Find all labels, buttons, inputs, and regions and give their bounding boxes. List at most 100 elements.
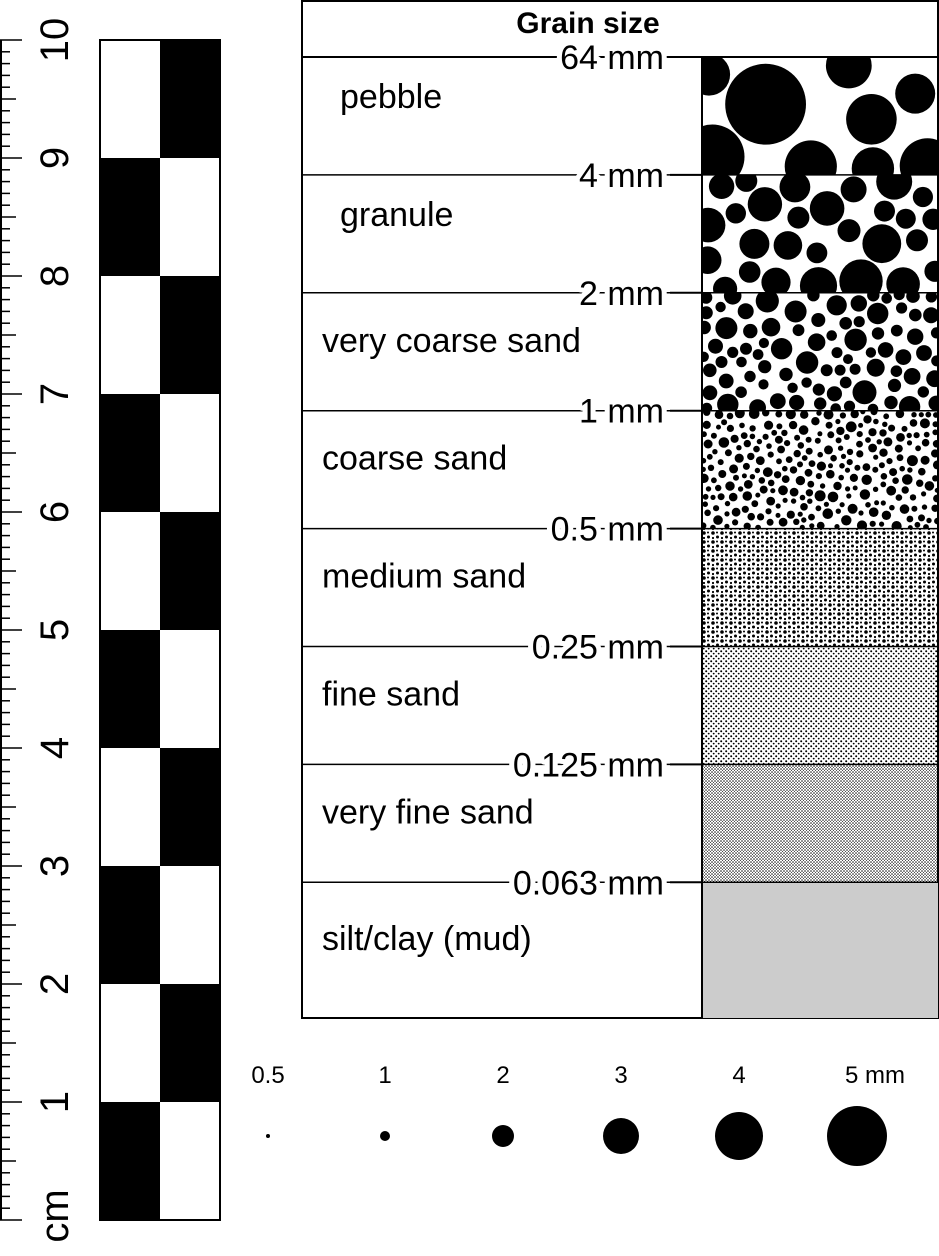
grain bbox=[906, 515, 914, 523]
grain bbox=[827, 491, 839, 503]
grain bbox=[933, 494, 939, 503]
grain bbox=[931, 449, 939, 458]
grain bbox=[703, 439, 713, 449]
checker bbox=[100, 866, 160, 984]
grain bbox=[840, 176, 867, 203]
grain bbox=[858, 510, 864, 516]
grain bbox=[702, 431, 707, 438]
checker bbox=[100, 40, 160, 158]
scale-dot bbox=[492, 1125, 514, 1147]
scale-label: 2 bbox=[496, 1062, 509, 1089]
grain bbox=[749, 425, 756, 432]
class-name: medium sand bbox=[322, 558, 526, 596]
checker bbox=[160, 630, 220, 748]
grain bbox=[736, 445, 742, 451]
grain bbox=[827, 431, 835, 439]
grain bbox=[873, 418, 879, 425]
ruler-label: 10 bbox=[33, 18, 77, 63]
checker bbox=[160, 158, 220, 276]
scale-dot bbox=[266, 1134, 270, 1138]
ruler-border bbox=[99, 39, 221, 1221]
ruler-label: 6 bbox=[33, 501, 77, 523]
grain bbox=[872, 486, 879, 492]
grain bbox=[805, 447, 813, 455]
grain bbox=[923, 307, 939, 324]
scale-label: 5 mm bbox=[845, 1062, 905, 1089]
grain bbox=[846, 459, 853, 466]
grain bbox=[794, 434, 801, 441]
grain bbox=[741, 473, 747, 479]
grain bbox=[876, 174, 913, 200]
grain bbox=[781, 475, 790, 483]
grain bbox=[931, 504, 939, 512]
grain bbox=[909, 494, 917, 501]
grain bbox=[830, 403, 841, 411]
grain bbox=[776, 458, 782, 465]
grain bbox=[797, 442, 805, 449]
grain bbox=[856, 440, 863, 448]
grain bbox=[782, 497, 788, 503]
grain bbox=[702, 522, 707, 529]
grain bbox=[749, 433, 756, 440]
class-name: very fine sand bbox=[322, 793, 534, 831]
grain bbox=[881, 510, 892, 520]
grain bbox=[893, 292, 905, 301]
grain bbox=[715, 484, 722, 492]
grain bbox=[800, 410, 809, 419]
grain bbox=[906, 432, 912, 439]
grain bbox=[877, 342, 894, 358]
grain bbox=[740, 432, 748, 439]
grain bbox=[734, 410, 745, 419]
grain bbox=[816, 410, 822, 416]
grain-texture bbox=[702, 292, 939, 411]
grain bbox=[748, 410, 760, 419]
checker bbox=[160, 984, 220, 1102]
grain bbox=[747, 187, 783, 222]
checker bbox=[160, 40, 220, 158]
grain bbox=[747, 452, 755, 461]
grain bbox=[725, 63, 806, 145]
grain bbox=[868, 428, 877, 437]
grain bbox=[913, 432, 920, 439]
grain bbox=[737, 303, 754, 320]
grain bbox=[755, 524, 761, 529]
grain bbox=[899, 504, 910, 514]
grain bbox=[901, 486, 909, 494]
grain bbox=[747, 512, 755, 521]
grain bbox=[916, 345, 932, 361]
mud-texture bbox=[702, 882, 938, 1018]
grain bbox=[770, 338, 793, 360]
scale-label: 3 bbox=[614, 1062, 627, 1089]
grain bbox=[839, 463, 845, 469]
grain bbox=[847, 503, 858, 514]
scale-dot bbox=[715, 1112, 763, 1160]
grain bbox=[809, 191, 845, 226]
grain bbox=[755, 456, 765, 465]
grain bbox=[787, 382, 798, 393]
grain bbox=[758, 337, 770, 349]
grain bbox=[766, 496, 776, 506]
grain bbox=[724, 523, 730, 529]
grain bbox=[730, 434, 739, 443]
grain bbox=[727, 346, 739, 358]
grain bbox=[726, 412, 734, 420]
class-name: granule bbox=[340, 196, 453, 234]
grain bbox=[843, 400, 856, 411]
boundary-label: 0.063 mm bbox=[513, 864, 664, 902]
grain bbox=[924, 481, 935, 491]
scale-label: 0.5 bbox=[251, 1062, 284, 1089]
grain bbox=[788, 420, 798, 430]
grain bbox=[826, 469, 835, 479]
grain bbox=[846, 94, 897, 145]
grain bbox=[906, 455, 918, 467]
grain bbox=[715, 301, 726, 313]
ruler-label: 3 bbox=[33, 855, 77, 877]
grain bbox=[934, 487, 939, 493]
checker bbox=[160, 1102, 220, 1220]
checker bbox=[160, 866, 220, 984]
boundary-label: 2 mm bbox=[579, 275, 664, 313]
checker bbox=[160, 512, 220, 630]
grain bbox=[710, 432, 717, 439]
grain bbox=[861, 474, 872, 485]
